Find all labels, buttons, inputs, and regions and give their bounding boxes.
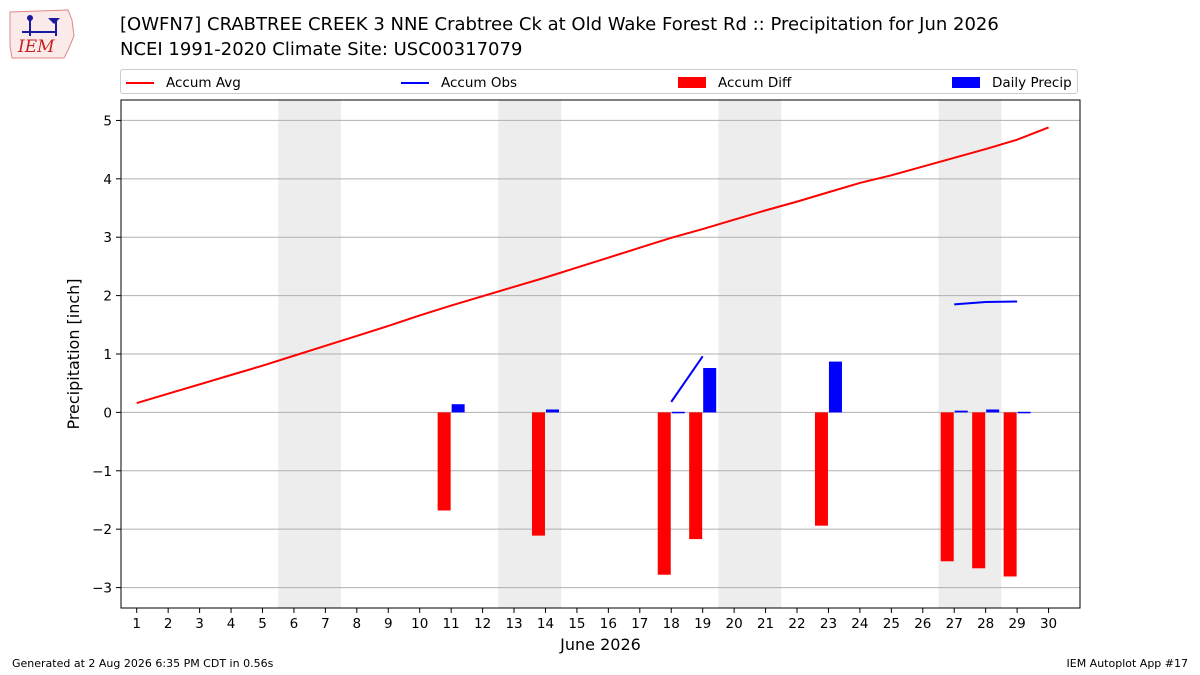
accum-diff-bar-day-29 (1003, 412, 1017, 577)
x-tick-label: 7 (321, 616, 330, 632)
legend-accum-obs: Accum Obs (401, 70, 517, 95)
x-tick-label: 26 (914, 616, 931, 632)
legend-daily-label: Daily Precip (992, 74, 1072, 91)
x-tick-label: 24 (851, 616, 868, 632)
accum-diff-bar-day-19 (689, 412, 703, 540)
logo-text: IEM (17, 37, 55, 57)
x-tick-label: 23 (820, 616, 837, 632)
daily-precip-bar-day-18 (671, 411, 685, 414)
y-axis-label: Precipitation [inch] (64, 278, 83, 429)
x-axis-label: June 2026 (559, 635, 641, 654)
legend-accum-diff: Accum Diff (678, 70, 791, 95)
line-series (136, 126, 1049, 405)
x-tick-label: 11 (443, 616, 460, 632)
x-tick-label: 18 (663, 616, 680, 632)
accum-avg-line (136, 126, 1049, 405)
daily-precip-bar-day-23 (828, 361, 842, 413)
x-tick-label: 28 (977, 616, 994, 632)
daily-precip-bar-day-19 (703, 368, 717, 413)
legend-accum-avg: Accum Avg (126, 70, 241, 95)
legend-avg-label: Accum Avg (166, 74, 241, 91)
x-tick-label: 19 (694, 616, 711, 632)
x-tick-label: 16 (600, 616, 617, 632)
y-tick-label: 0 (103, 405, 112, 421)
chart-title: [OWFN7] CRABTREE CREEK 3 NNE Crabtree Ck… (120, 12, 999, 62)
x-tick-label: 2 (164, 616, 173, 632)
x-tick-label: 15 (568, 616, 585, 632)
x-tick-label: 17 (631, 616, 648, 632)
daily-precip-bar-day-29 (1017, 411, 1031, 414)
y-tick-label: 1 (103, 347, 112, 363)
y-tick-label: −1 (92, 464, 112, 480)
daily-precip-bar-day-27 (954, 410, 968, 413)
y-gridlines (121, 119, 1080, 589)
x-tick-label: 1 (132, 616, 141, 632)
generated-timestamp: Generated at 2 Aug 2026 6:35 PM CDT in 0… (12, 657, 274, 670)
legend-diff-swatch (678, 77, 706, 88)
x-tick-label: 25 (883, 616, 900, 632)
x-tick-label: 3 (195, 616, 204, 632)
x-tick-label: 30 (1040, 616, 1057, 632)
x-tick-label: 9 (384, 616, 393, 632)
legend-obs-label: Accum Obs (441, 74, 518, 91)
x-tick-label: 8 (353, 616, 362, 632)
legend-daily-swatch (952, 77, 980, 88)
y-tick-label: −2 (92, 522, 112, 538)
x-tick-label: 29 (1009, 616, 1026, 632)
bar-series (437, 361, 1031, 577)
accum-diff-bar-day-18 (657, 412, 671, 575)
x-tick-label: 20 (726, 616, 743, 632)
legend-daily-precip: Daily Precip (952, 70, 1072, 95)
x-tick-label: 12 (474, 616, 491, 632)
y-tick-label: 2 (103, 289, 112, 305)
accum-obs-line-1 (670, 355, 704, 403)
legend-avg-swatch (126, 81, 154, 84)
x-tick-label: 5 (258, 616, 267, 632)
legend-obs-swatch (401, 81, 429, 84)
y-axis-ticks: 5 4 3 2 1 0 −1 −2 −3 (92, 113, 121, 597)
accum-diff-bar-day-28 (972, 412, 986, 569)
y-tick-label: 5 (103, 113, 112, 129)
daily-precip-bar-day-14 (545, 409, 559, 413)
accum-diff-bar-day-27 (940, 412, 954, 562)
iem-logo: IEM (6, 6, 82, 60)
daily-precip-bar-day-28 (986, 409, 1000, 413)
accum-diff-bar-day-11 (437, 412, 451, 511)
x-tick-label: 6 (290, 616, 299, 632)
y-tick-label: 3 (103, 230, 112, 246)
title-line-2: NCEI 1991-2020 Climate Site: USC00317079 (120, 39, 523, 60)
accum-diff-bar-day-14 (531, 412, 545, 536)
x-tick-label: 27 (946, 616, 963, 632)
title-line-1: [OWFN7] CRABTREE CREEK 3 NNE Crabtree Ck… (120, 14, 999, 35)
x-tick-label: 14 (537, 616, 554, 632)
x-tick-label: 21 (757, 616, 774, 632)
daily-precip-bar-day-11 (451, 404, 465, 413)
legend-diff-label: Accum Diff (718, 74, 792, 91)
y-tick-label: −3 (92, 581, 112, 597)
accum-obs-line-2 (954, 300, 1018, 306)
x-tick-label: 22 (788, 616, 805, 632)
iem-logo-graphic: IEM (9, 9, 75, 59)
autoplot-app-label: IEM Autoplot App #17 (1066, 657, 1189, 670)
chart-legend: Accum Avg Accum Obs Accum Diff Daily Pre… (120, 69, 1078, 94)
accum-diff-bar-day-23 (814, 412, 828, 526)
y-tick-label: 4 (103, 172, 112, 188)
x-tick-label: 10 (411, 616, 428, 632)
x-tick-label: 4 (227, 616, 236, 632)
x-tick-label: 13 (505, 616, 522, 632)
x-axis-ticks: 1 2 3 4 5 6 7 8 9 10 11 12 13 14 15 16 17 18 19 20 21 22 23 24 2… (132, 608, 1057, 632)
